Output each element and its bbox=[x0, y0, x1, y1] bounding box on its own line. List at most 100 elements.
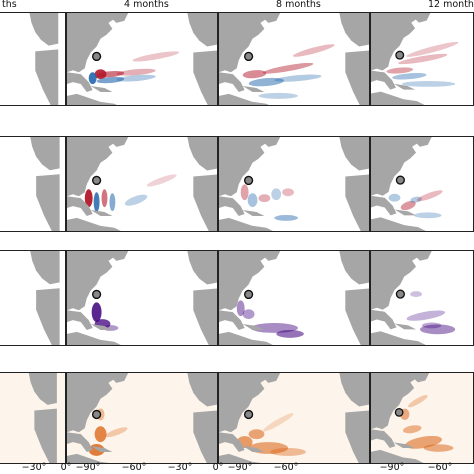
location-marker bbox=[395, 50, 405, 60]
land-shape bbox=[371, 309, 397, 330]
land-shape bbox=[90, 324, 113, 330]
land-shape bbox=[258, 373, 281, 383]
ocean-map bbox=[219, 373, 369, 463]
x-tick-label: −30° bbox=[167, 462, 193, 473]
land-shape bbox=[67, 196, 93, 216]
ocean-map bbox=[371, 251, 456, 345]
map-panel-r3-c1 bbox=[0, 250, 66, 346]
land-shape bbox=[219, 72, 245, 92]
land-shape bbox=[67, 432, 93, 452]
map-panel-r3-c2 bbox=[66, 250, 218, 346]
anomaly-blob bbox=[419, 324, 456, 335]
land-shape bbox=[106, 373, 129, 383]
land-shape bbox=[187, 251, 217, 285]
land-shape bbox=[34, 408, 57, 463]
land-shape bbox=[339, 373, 369, 407]
land-shape bbox=[219, 217, 273, 231]
ocean-map bbox=[67, 373, 217, 463]
anomaly-blob bbox=[116, 68, 156, 76]
land-shape bbox=[258, 137, 281, 147]
anomaly-blob bbox=[271, 188, 282, 201]
land-shape bbox=[219, 93, 269, 105]
land-shape bbox=[339, 13, 369, 47]
location-marker bbox=[91, 409, 102, 420]
anomaly-blob bbox=[247, 193, 258, 208]
col-title-4: 12 months bbox=[428, 0, 474, 10]
land-shape bbox=[67, 137, 115, 197]
land-shape bbox=[371, 217, 426, 231]
land-shape bbox=[30, 137, 60, 171]
ocean-map bbox=[219, 13, 369, 105]
land-shape bbox=[242, 86, 265, 92]
anomaly-blob bbox=[124, 194, 148, 206]
anomaly-blob bbox=[258, 194, 271, 203]
land-shape bbox=[67, 453, 109, 463]
land-shape bbox=[28, 373, 57, 405]
anomaly-blob bbox=[406, 41, 459, 57]
ocean-map bbox=[28, 373, 57, 463]
land-shape bbox=[219, 137, 267, 197]
ocean-map bbox=[219, 137, 369, 231]
ocean-map bbox=[30, 137, 60, 231]
anomaly-blob bbox=[414, 212, 442, 219]
land-shape bbox=[345, 288, 369, 345]
land-shape bbox=[258, 251, 281, 261]
land-shape bbox=[394, 209, 417, 216]
land-shape bbox=[36, 288, 60, 345]
land-shape bbox=[242, 210, 265, 216]
x-tick-label: −60° bbox=[121, 462, 147, 473]
location-marker bbox=[243, 289, 254, 300]
land-shape bbox=[219, 331, 273, 345]
land-shape bbox=[371, 137, 418, 196]
location-marker bbox=[394, 407, 404, 417]
x-tick-label: 0° bbox=[60, 462, 72, 473]
land-shape bbox=[371, 449, 424, 463]
anomaly-blob bbox=[388, 193, 401, 202]
land-shape bbox=[345, 410, 369, 463]
map-panel-r1-c4 bbox=[370, 12, 474, 106]
land-shape bbox=[67, 93, 117, 105]
land-shape bbox=[394, 83, 416, 90]
x-tick-label: −90° bbox=[227, 462, 253, 473]
land-shape bbox=[371, 13, 417, 71]
anomaly-blob bbox=[248, 429, 265, 440]
map-panel-r1-c2 bbox=[66, 12, 218, 106]
anomaly-blob bbox=[274, 214, 298, 221]
anomaly-blob bbox=[240, 184, 249, 201]
anomaly-blob bbox=[400, 200, 416, 211]
anomaly-blob bbox=[282, 188, 294, 197]
map-panel-r1-c3 bbox=[218, 12, 370, 106]
land-shape bbox=[193, 288, 217, 345]
land-shape bbox=[409, 13, 431, 23]
anomaly-blob bbox=[276, 329, 304, 338]
map-panel-r4-c2 bbox=[66, 372, 218, 464]
land-shape bbox=[193, 410, 217, 463]
anomaly-blob bbox=[292, 44, 335, 57]
anomaly-blob bbox=[96, 70, 125, 78]
map-panel-r4-c1 bbox=[0, 372, 66, 464]
map-panel-r3-c4 bbox=[370, 250, 474, 346]
land-shape bbox=[193, 50, 217, 105]
map-panel-r4-c3 bbox=[218, 372, 370, 464]
land-shape bbox=[90, 86, 113, 92]
map-panel-r4-c4 bbox=[370, 372, 474, 464]
x-tick-label: 0° bbox=[212, 462, 224, 473]
land-shape bbox=[339, 137, 369, 171]
land-shape bbox=[219, 453, 261, 463]
land-shape bbox=[219, 196, 245, 216]
anomaly-blob bbox=[109, 193, 116, 212]
anomaly-blob bbox=[248, 77, 285, 87]
anomaly-blob bbox=[258, 92, 298, 99]
anomaly-blob bbox=[101, 189, 108, 208]
land-shape bbox=[36, 174, 60, 231]
land-shape bbox=[219, 251, 267, 311]
land-shape bbox=[67, 72, 93, 92]
anomaly-blob bbox=[406, 310, 446, 321]
land-shape bbox=[30, 251, 60, 285]
location-marker bbox=[91, 51, 102, 62]
ocean-map bbox=[371, 13, 459, 105]
location-marker bbox=[395, 289, 405, 299]
anomaly-blob bbox=[94, 426, 107, 443]
col-title-1: ths bbox=[2, 0, 17, 10]
land-shape bbox=[67, 13, 115, 73]
